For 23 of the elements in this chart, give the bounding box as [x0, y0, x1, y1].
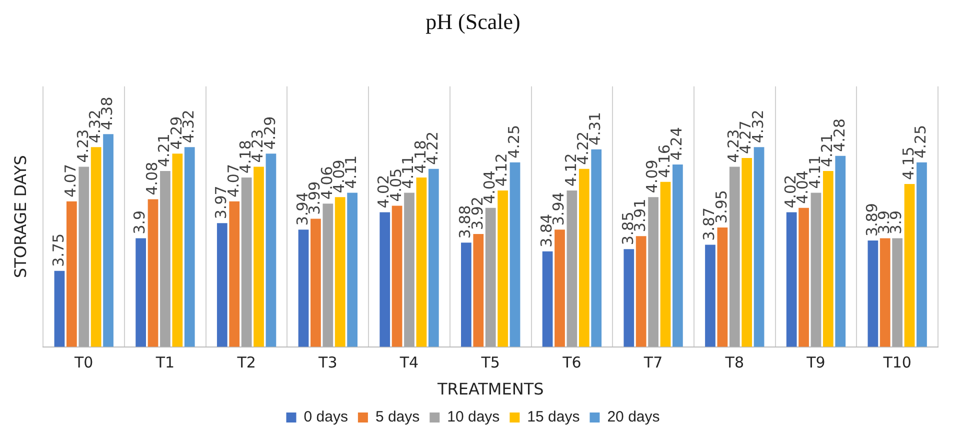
data-label: 4.07	[62, 164, 80, 198]
x-tick-label: T1	[154, 354, 175, 372]
x-tick-label: T7	[642, 354, 663, 372]
data-label: 4.25	[504, 124, 523, 158]
y-axis-title: STORAGE DAYS	[10, 155, 30, 278]
legend-label: 20 days	[607, 408, 660, 426]
legend-label: 10 days	[447, 408, 500, 426]
x-axis-title: TREATMENTS	[436, 380, 544, 399]
x-tick-label: T9	[806, 354, 826, 372]
x-tick-label: T3	[318, 354, 338, 372]
legend-label: 0 days	[304, 408, 348, 426]
x-tick-label: T6	[562, 354, 582, 372]
data-label: 3.9	[130, 210, 149, 234]
data-label: 3.75	[49, 233, 68, 267]
x-tick-label: T5	[480, 354, 500, 372]
x-tick-label: T0	[74, 354, 94, 372]
x-tick-label: T4	[398, 354, 419, 372]
chart-title: pH (Scale)	[426, 8, 520, 34]
legend-label: 15 days	[527, 408, 580, 426]
x-tick-label: T10	[882, 354, 912, 372]
x-tick-label: T2	[236, 354, 256, 372]
x-tick-label: T8	[724, 354, 744, 372]
legend-label: 5 days	[375, 408, 420, 426]
